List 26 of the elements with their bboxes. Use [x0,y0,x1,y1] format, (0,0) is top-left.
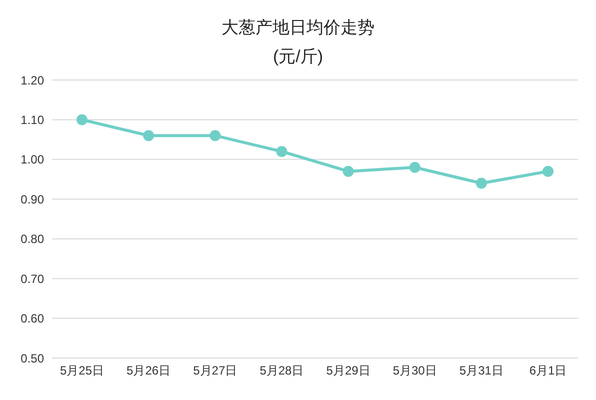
x-tick-label: 6月1日 [529,364,567,378]
x-tick-label: 5月27日 [193,364,238,378]
point [210,130,221,142]
y-tick-label: 1.20 [20,73,44,88]
chart-subtitle: (元/斤) [272,46,324,68]
point [342,166,354,177]
point [276,146,288,157]
point [409,162,420,173]
y-tick-label: 0.80 [20,232,44,246]
y-tick-label: 1.00 [20,152,44,167]
y-tick-label: 0.60 [20,312,44,326]
y-tick-label: 1.10 [20,112,44,127]
point [143,130,154,142]
point [76,114,88,126]
x-tick-label: 5月25日 [60,364,104,378]
x-tick-label: 5月26日 [126,364,171,378]
x-tick-label: 5月28日 [260,364,304,378]
y-tick-label: 0.50 [20,351,44,366]
point [476,178,487,189]
x-tick-label: 5月31日 [459,364,504,378]
y-tick-label: 0.70 [20,272,44,286]
chart-title: 大葱产地日均价走势 [220,17,376,39]
point [542,166,554,177]
x-tick-label: 5月29日 [326,364,370,378]
y-tick-label: 0.90 [20,192,44,206]
x-tick-label: 5月30日 [392,364,437,378]
